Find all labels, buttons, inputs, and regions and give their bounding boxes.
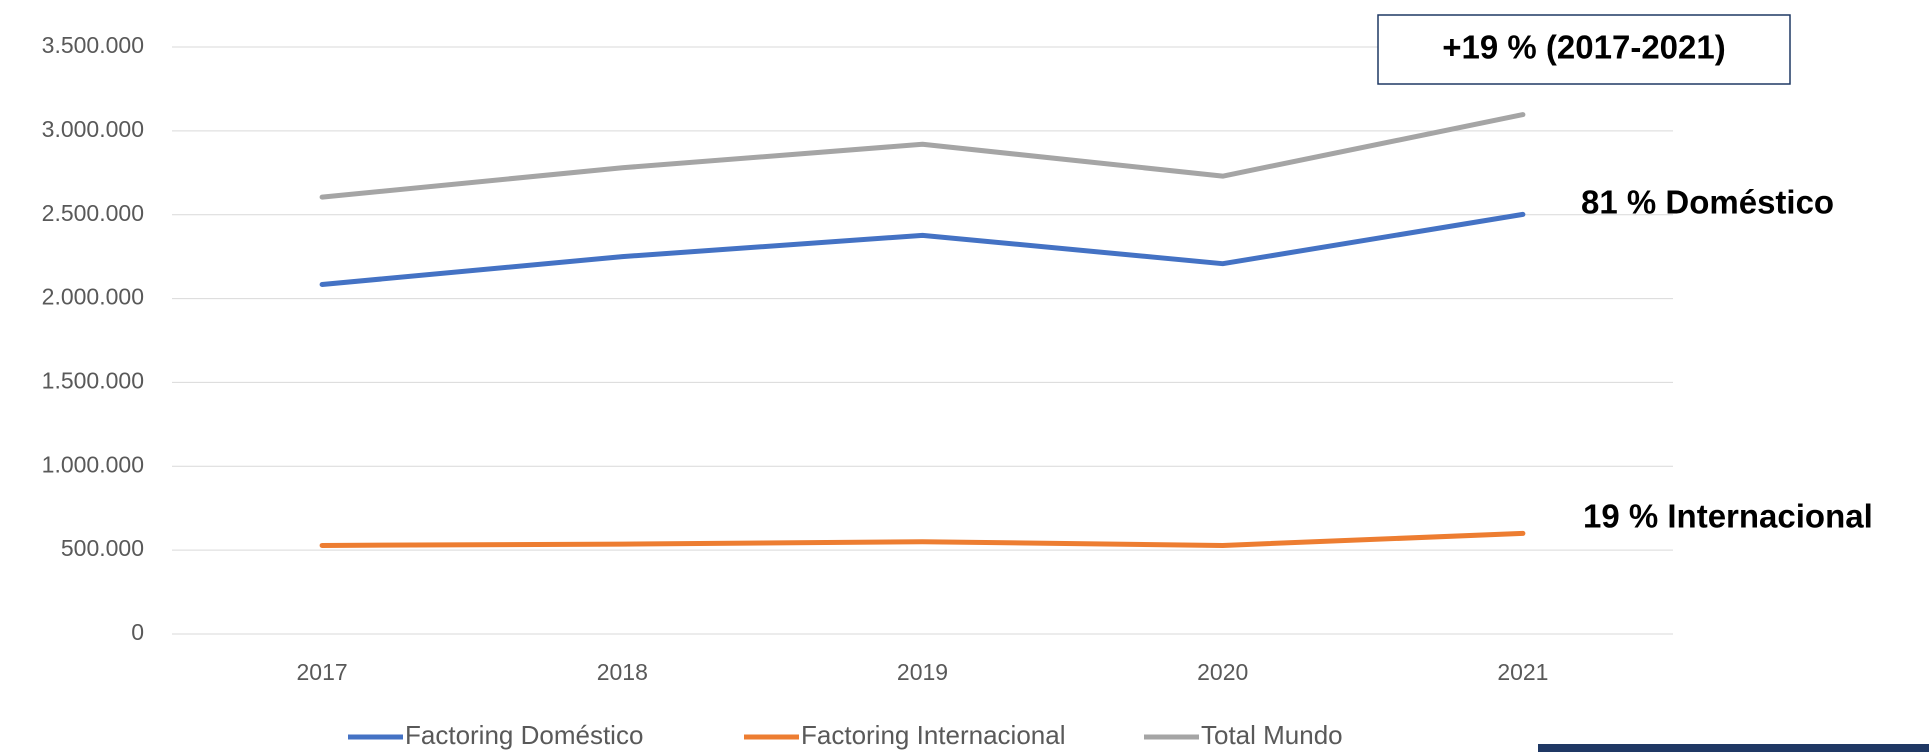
legend-label: Total Mundo: [1201, 720, 1343, 750]
x-tick-label: 2017: [297, 659, 348, 685]
y-tick-label: 500.000: [61, 535, 144, 561]
x-tick-label: 2020: [1197, 659, 1248, 685]
annotation: 81 % Doméstico: [1581, 184, 1834, 221]
y-tick-label: 2.000.000: [42, 284, 144, 310]
x-tick-label: 2019: [897, 659, 948, 685]
y-tick-label: 1.000.000: [42, 451, 144, 477]
decoration-bar: [1538, 744, 1929, 752]
y-tick-label: 1.500.000: [42, 368, 144, 394]
y-tick-label: 2.500.000: [42, 200, 144, 226]
annotation: 19 % Internacional: [1583, 498, 1873, 535]
y-tick-label: 0: [131, 619, 144, 645]
x-tick-label: 2021: [1497, 659, 1548, 685]
line-series: [319, 112, 1526, 200]
line-series: [319, 530, 1526, 548]
y-tick-label: 3.000.000: [42, 116, 144, 142]
legend-label: Factoring Doméstico: [405, 720, 643, 750]
legend-label: Factoring Internacional: [801, 720, 1065, 750]
annotation: +19 % (2017-2021): [1442, 29, 1725, 66]
y-tick-label: 3.500.000: [42, 32, 144, 58]
line-series: [319, 211, 1526, 287]
annotation-box: [1377, 14, 1791, 85]
x-tick-label: 2018: [597, 659, 648, 685]
